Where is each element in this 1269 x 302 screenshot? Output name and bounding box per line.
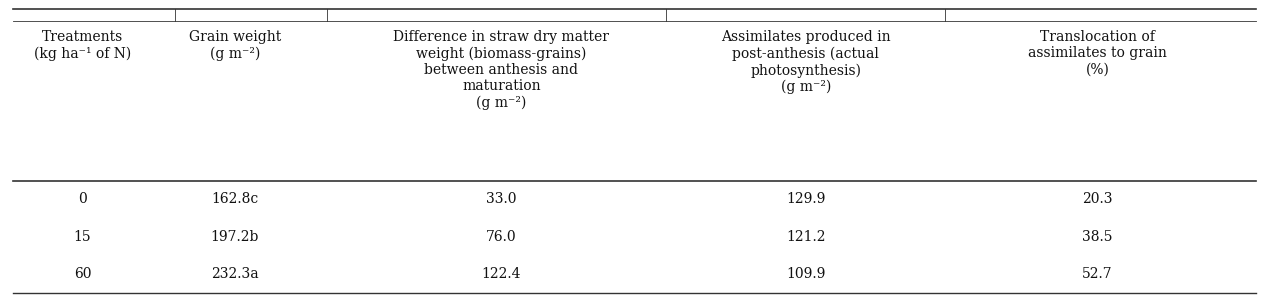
Text: 33.0: 33.0: [486, 192, 516, 206]
Text: 20.3: 20.3: [1082, 192, 1113, 206]
Text: 38.5: 38.5: [1082, 230, 1113, 244]
Text: 162.8c: 162.8c: [211, 192, 259, 206]
Text: 232.3a: 232.3a: [211, 267, 259, 281]
Text: Assimilates produced in
post-anthesis (actual
photosynthesis)
(g m⁻²): Assimilates produced in post-anthesis (a…: [721, 30, 891, 94]
Text: 76.0: 76.0: [486, 230, 516, 244]
Text: 52.7: 52.7: [1082, 267, 1113, 281]
Text: 121.2: 121.2: [786, 230, 826, 244]
Text: Treatments
(kg ha⁻¹ of N): Treatments (kg ha⁻¹ of N): [34, 30, 131, 61]
Text: 15: 15: [74, 230, 91, 244]
Text: 122.4: 122.4: [481, 267, 522, 281]
Text: 129.9: 129.9: [786, 192, 826, 206]
Text: 197.2b: 197.2b: [211, 230, 259, 244]
Text: Difference in straw dry matter
weight (biomass-grains)
between anthesis and
matu: Difference in straw dry matter weight (b…: [393, 30, 609, 110]
Text: Translocation of
assimilates to grain
(%): Translocation of assimilates to grain (%…: [1028, 30, 1167, 77]
Text: 60: 60: [74, 267, 91, 281]
Text: Grain weight
(g m⁻²): Grain weight (g m⁻²): [189, 30, 280, 61]
Text: 0: 0: [79, 192, 86, 206]
Text: 109.9: 109.9: [786, 267, 826, 281]
